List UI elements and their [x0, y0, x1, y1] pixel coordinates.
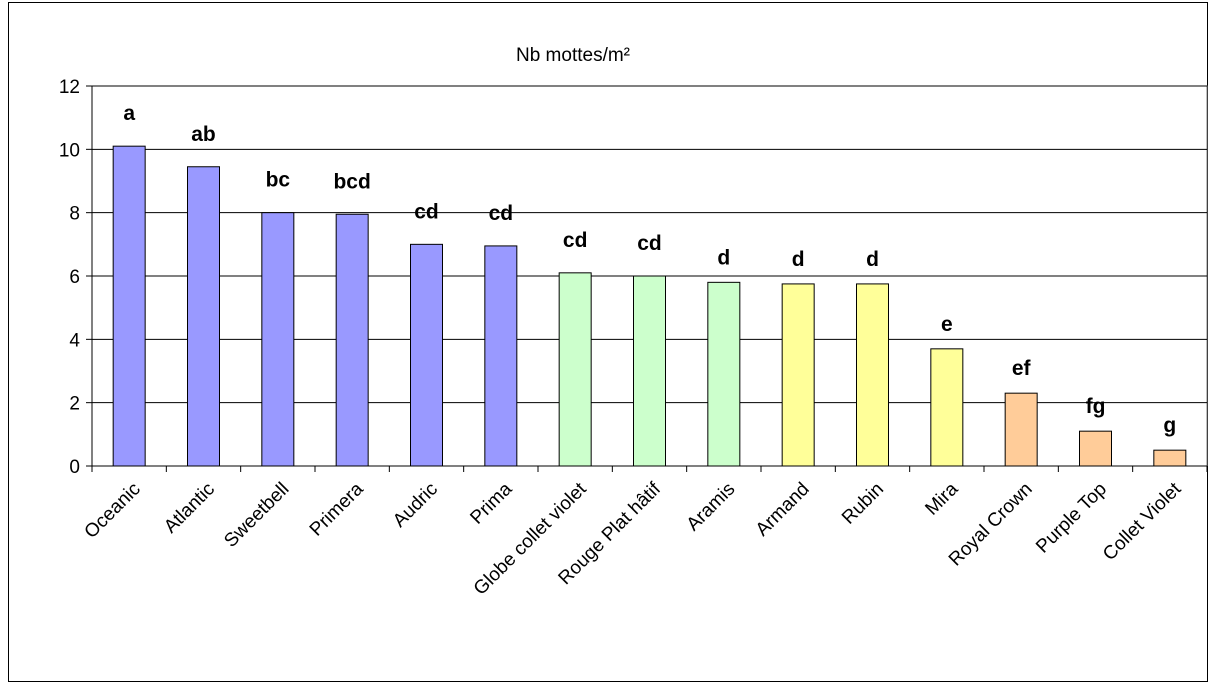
bar-atlantic [187, 166, 220, 467]
bar-rouge-plat-h-tif [633, 275, 666, 467]
x-tick-label: Audric [389, 479, 442, 532]
bar-armand [781, 283, 815, 467]
x-tick-label: Sweetbell [220, 479, 293, 552]
y-tick-label: 2 [69, 394, 80, 415]
x-tick-label: Atlantic [160, 479, 219, 538]
bar-primera [335, 213, 369, 467]
x-tick-label: Primera [306, 478, 368, 540]
y-tick-label: 8 [69, 204, 80, 225]
significance-label: a [123, 102, 135, 125]
bar-chart: Nb mottes/m² 0 2 4 6 8 10 12 a Oceanic ab Atlanti… [59, 45, 1208, 600]
x-tick-label: Mira [921, 478, 962, 519]
x-tick-label: Armand [752, 479, 814, 541]
significance-label: cd [489, 202, 514, 225]
significance-label: ab [191, 123, 216, 146]
bars [112, 145, 1187, 467]
bar-audric [410, 243, 443, 467]
bar-mira [930, 348, 964, 467]
bar-royal-crown [1004, 392, 1038, 467]
significance-label: e [941, 313, 953, 336]
x-tick-label: Collet Violet [1099, 478, 1186, 565]
x-tick-label: Purple Top [1032, 479, 1111, 558]
y-tick-label: 10 [59, 140, 80, 161]
significance-label: g [1163, 414, 1176, 437]
significance-label: cd [563, 229, 588, 252]
chart-title: Nb mottes/m² [516, 45, 630, 66]
y-tick-label: 6 [69, 267, 80, 288]
x-tick-label: Rubin [838, 479, 888, 529]
bar-sweetbell [261, 212, 295, 467]
bar-rubin [856, 283, 889, 467]
x-tick-label: Oceanic [81, 479, 145, 543]
significance-label: d [866, 248, 879, 271]
bar-globe-collet-violet [558, 272, 592, 467]
significance-label: cd [637, 232, 662, 255]
y-tick-label: 4 [69, 330, 80, 351]
x-tick-label: Aramis [683, 479, 740, 536]
significance-label: d [792, 248, 805, 271]
significance-label: d [717, 246, 730, 269]
bar-oceanic [112, 145, 146, 467]
chart-frame: Nb mottes/m² 0 2 4 6 8 10 12 a Oceanic ab Atlanti… [8, 2, 1208, 682]
bar-collet-violet [1153, 449, 1187, 467]
y-tick-label: 12 [59, 77, 80, 98]
significance-label: cd [414, 200, 439, 223]
significance-label: bc [266, 169, 291, 192]
significance-label: fg [1086, 395, 1106, 418]
y-tick-label: 0 [69, 457, 80, 478]
bar-purple-top [1079, 430, 1112, 467]
bar-aramis [707, 281, 741, 467]
x-tick-label: Prima [466, 478, 516, 528]
significance-label: ef [1012, 357, 1032, 380]
bar-prima [484, 245, 518, 467]
significance-label: bcd [333, 170, 370, 193]
